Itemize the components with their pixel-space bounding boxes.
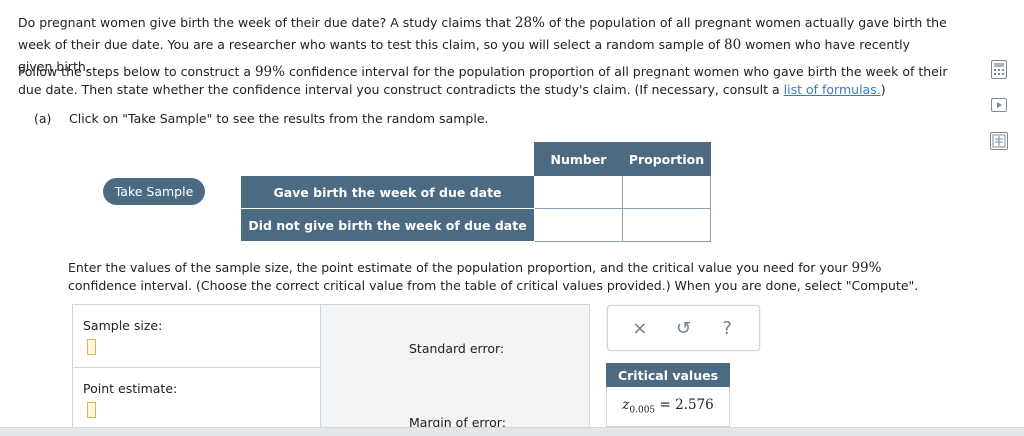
row-gave-birth-label: Gave birth the week of due date bbox=[240, 175, 535, 209]
calculator-icon[interactable] bbox=[988, 58, 1010, 80]
part-a-prompt: (a) Click on "Take Sample" to see the res… bbox=[34, 111, 489, 126]
standard-error-label: Standard error: bbox=[409, 341, 505, 356]
sample-size-input[interactable] bbox=[87, 339, 96, 355]
formulas-link[interactable]: list of formulas. bbox=[783, 82, 881, 97]
confidence-level: 99% bbox=[254, 64, 285, 80]
gave-birth-proportion-cell bbox=[622, 175, 711, 209]
take-sample-button[interactable]: Take Sample bbox=[103, 178, 205, 205]
did-not-number-cell bbox=[534, 208, 623, 242]
input-column: Sample size: Point estimate: bbox=[73, 305, 321, 436]
row-did-not-give-birth-label: Did not give birth the week of due date bbox=[240, 208, 535, 242]
undo-button[interactable]: ↺ bbox=[675, 317, 692, 339]
gave-birth-number-cell bbox=[534, 175, 623, 209]
sample-size-label: Sample size: bbox=[83, 318, 163, 333]
table-row: Gave birth the week of due date bbox=[240, 175, 711, 209]
point-estimate-label: Point estimate: bbox=[83, 381, 178, 396]
instructions: Follow the steps below to construct a 99… bbox=[18, 64, 948, 97]
bottom-scroll-bar bbox=[0, 427, 1024, 436]
video-icon[interactable] bbox=[988, 94, 1010, 116]
point-estimate-cell: Point estimate: bbox=[73, 368, 320, 431]
confidence-level: 99% bbox=[851, 260, 882, 276]
problem-intro: Do pregnant women give birth the week of… bbox=[18, 15, 947, 74]
point-estimate-input[interactable] bbox=[87, 402, 96, 418]
did-not-proportion-cell bbox=[622, 208, 711, 242]
clear-button[interactable]: × bbox=[632, 317, 648, 339]
claimed-percent: 28% bbox=[514, 15, 545, 31]
critical-values-header: Critical values bbox=[606, 363, 730, 387]
enter-values-instructions: Enter the values of the sample size, the… bbox=[68, 260, 919, 293]
results-column: Standard error: Margin of error: bbox=[321, 305, 589, 436]
col-proportion-header: Proportion bbox=[622, 142, 711, 176]
part-a-tag: (a) bbox=[34, 111, 52, 126]
col-number-header: Number bbox=[534, 142, 623, 176]
sample-size-cell: Sample size: bbox=[73, 305, 320, 368]
sample-results-table: Number Proportion Gave birth the week of… bbox=[240, 142, 711, 242]
help-button[interactable]: ? bbox=[722, 317, 732, 339]
critical-values-table: z0.005 = 2.576 bbox=[606, 387, 730, 427]
table-row: Did not give birth the week of due date bbox=[240, 208, 711, 242]
answer-toolbar: × ↺ ? bbox=[607, 305, 760, 351]
margin-of-error-label: Margin of error: bbox=[409, 415, 506, 430]
sample-count: 80 bbox=[724, 37, 742, 53]
critical-value-z: z0.005 = 2.576 bbox=[622, 397, 714, 416]
side-toolbar bbox=[988, 58, 1012, 166]
formula-sheet-icon[interactable] bbox=[988, 130, 1010, 152]
compute-grid: Sample size: Point estimate: Standard er… bbox=[72, 304, 590, 436]
